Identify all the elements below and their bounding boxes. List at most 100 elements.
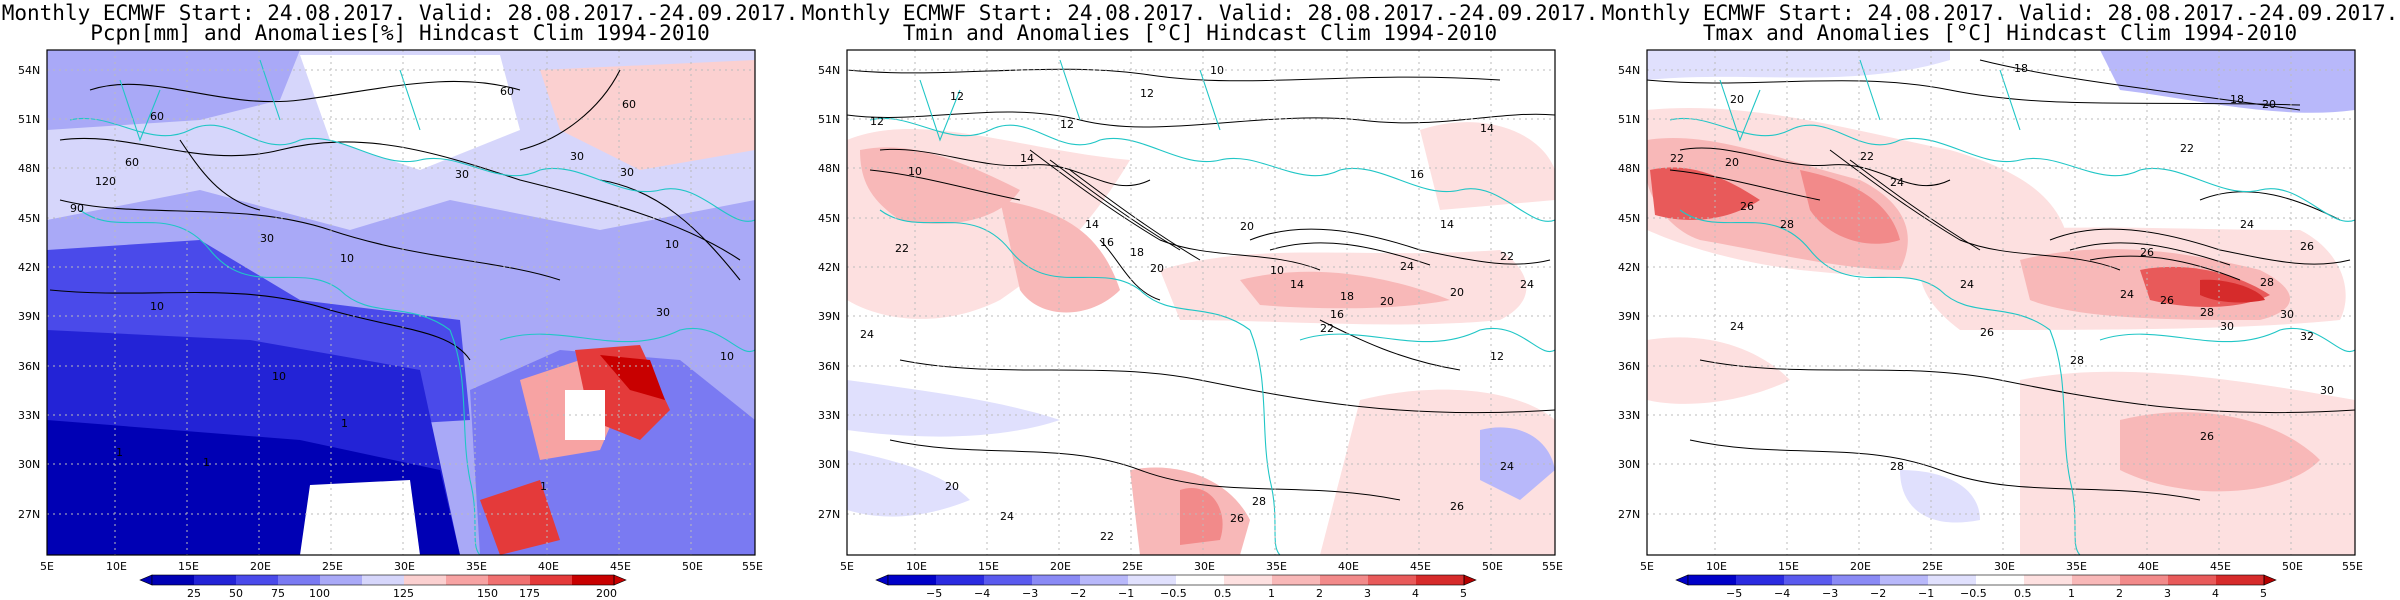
lat-label: 45N [18,212,40,225]
contour-label: 28 [1780,218,1794,231]
contour-label: 24 [1000,510,1014,523]
lat-label: 54N [818,64,840,77]
contour-label: 20 [1450,286,1464,299]
tmin-coastlines [869,59,1555,555]
colorbar-label: −2 [1070,587,1086,600]
precip-frame [46,49,756,556]
lon-label: 20E [250,560,271,573]
contour-label: 14 [1085,218,1099,231]
lat-label: 33N [818,409,840,422]
lat-label: 45N [1618,212,1640,225]
lat-label: 30N [18,458,40,471]
contour-label: 10 [272,370,286,383]
colorbar-label: 100 [309,587,330,600]
lat-label: 33N [1618,409,1640,422]
lat-label: 48N [1618,162,1640,175]
tmax-panel: Monthly ECMWF Start: 24.08.2017. Valid: … [1600,0,2400,600]
contour-label: 12 [1140,87,1154,100]
precip-title-line1: Monthly ECMWF Start: 24.08.2017. Valid: … [1,1,799,25]
contour-label: 26 [2140,246,2154,259]
colorbar-right-arrow [2263,574,2277,586]
colorbar-left-arrow [1675,574,1689,586]
colorbar-swatch [1976,575,2024,585]
contour-label: 26 [2300,240,2314,253]
tmax-title-line2: Tmax and Anomalies [°C] Hindcast Clim 19… [1702,21,2298,45]
colorbar-swatch [1224,575,1272,585]
contour-label: 120 [95,175,116,188]
contour-label: 22 [895,242,909,255]
precip-panel: Monthly ECMWF Start: 24.08.2017. Valid: … [0,0,800,600]
lon-label: 15E [178,560,199,573]
contour-label: 24 [2120,288,2134,301]
tmax-map: 18 20 18 20 22 20 22 24 26 28 22 24 26 2… [1618,49,2363,600]
lat-label: 48N [818,162,840,175]
lon-label: 15E [978,560,999,573]
colorbar-swatch [1032,575,1080,585]
lon-label: 45E [2210,560,2231,573]
colorbar-label: −5 [1726,587,1742,600]
colorbar-label: −4 [1774,587,1790,600]
colorbar-swatch [2072,575,2120,585]
colorbar-label: 2 [2116,587,2123,600]
colorbar-swatch [1128,575,1176,585]
contour-label: 24 [1960,278,1974,291]
lon-label: 30E [394,560,415,573]
contour-label: 18 [1340,290,1354,303]
colorbar-swatch [446,575,488,585]
contour-label: 1 [203,456,210,469]
colorbar-label: −5 [926,587,942,600]
contour-label: 22 [1320,322,1334,335]
contour-label: 16 [1330,308,1344,321]
lon-label: 30E [1194,560,1215,573]
lat-label: 45N [818,212,840,225]
contour-label: 20 [2262,98,2276,111]
contour-label: 1 [116,446,123,459]
tmax-lat-labels: 54N 51N 48N 45N 42N 39N 36N 33N 30N 27N [1618,64,1640,521]
contour-label: 14 [1290,278,1304,291]
contour-label: 30 [2320,384,2334,397]
contour-label: 28 [1252,495,1266,508]
lon-label: 10E [1706,560,1727,573]
colorbar-swatch [2024,575,2072,585]
lon-label: 25E [1922,560,1943,573]
lon-label: 20E [1050,560,1071,573]
colorbar-label: −1 [1918,587,1934,600]
lat-label: 27N [18,508,40,521]
tmin-contours [847,68,1555,501]
colorbar-swatch [984,575,1032,585]
lat-label: 33N [18,409,40,422]
contour-label: 22 [1500,250,1514,263]
lat-label: 30N [1618,458,1640,471]
lat-label: 36N [1618,360,1640,373]
colorbar-label: 1 [2068,587,2075,600]
colorbar-label: −3 [1822,587,1838,600]
colorbar-label: 75 [271,587,285,600]
contour-label: 24 [2240,218,2254,231]
contour-label: 26 [1450,500,1464,513]
lon-label: 35E [466,560,487,573]
colorbar-label: 3 [2164,587,2171,600]
lat-label: 39N [18,310,40,323]
contour-label: 22 [2180,142,2194,155]
lat-label: 54N [18,64,40,77]
precip-field [47,50,755,555]
lon-label: 55E [742,560,763,573]
tmax-contours [1647,59,2355,501]
colorbar-label: −4 [974,587,990,600]
lat-label: 42N [818,261,840,274]
contour-label: 30 [656,306,670,319]
precip-title-line2: Pcpn[mm] and Anomalies[%] Hindcast Clim … [90,21,710,45]
colorbar-swatch [404,575,446,585]
tmin-frame [846,49,1556,556]
contour-label: 20 [1240,220,1254,233]
contour-label: 24 [1520,278,1534,291]
lat-label: 42N [1618,261,1640,274]
colorbar-swatch [194,575,236,585]
lon-label: 20E [1850,560,1871,573]
contour-label: 14 [1480,122,1494,135]
colorbar-label: 0.5 [2014,587,2032,600]
tmax-lon-labels: 5E 10E 15E 20E 25E 30E 35E 40E 45E 50E 5… [1640,560,2363,573]
colorbar-swatch [362,575,404,585]
contour-label: 20 [1380,295,1394,308]
tmin-title-line2: Tmin and Anomalies [°C] Hindcast Clim 19… [902,21,1498,45]
